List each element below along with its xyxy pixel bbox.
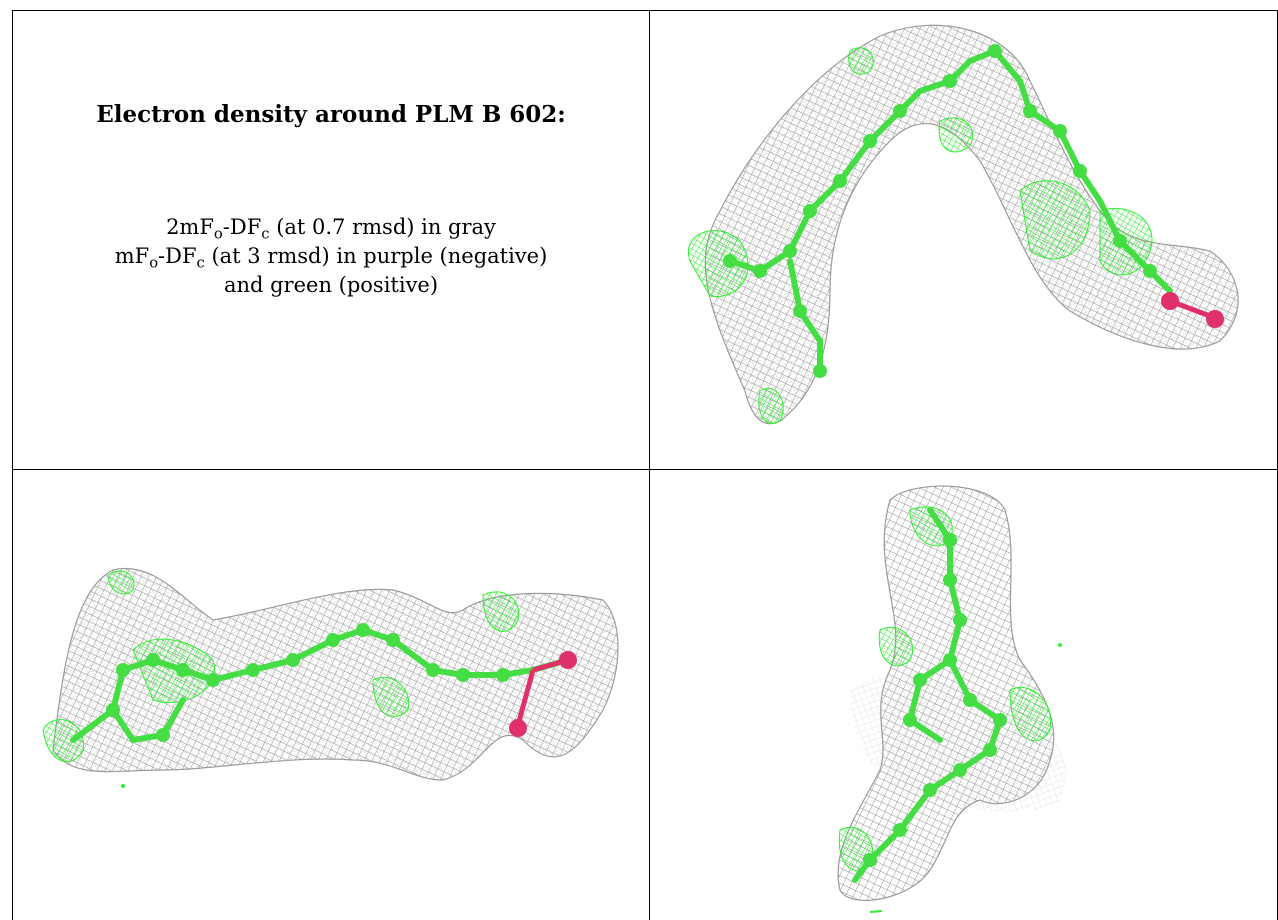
ligand-atoms (863, 533, 1007, 867)
caption-line-2mfo-dfc: 2mFo-DFc (at 0.7 rmsd) in gray (166, 215, 496, 243)
oxygen-atoms (1161, 292, 1224, 328)
gray-density-mesh (704, 24, 1239, 425)
stray-density-fragment (121, 784, 125, 788)
ligand-atoms (723, 44, 1157, 378)
density-view-bottom-left (13, 470, 649, 920)
caption-line-positive: and green (positive) (223, 273, 439, 297)
stray-density-fragment (1058, 643, 1062, 647)
ligand-sticks (70, 626, 571, 744)
table-border-center (649, 10, 650, 920)
table-border-left (12, 10, 13, 920)
figure-grid: Electron density around PLM B 602: 2mFo-… (12, 10, 1278, 920)
table-border-middle (12, 469, 1278, 470)
caption-line-mfo-dfc: mFo-DFc (at 3 rmsd) in purple (negative) (114, 244, 548, 272)
ligand-atoms (106, 623, 510, 742)
green-positive-mesh (687, 47, 1153, 424)
caption-cell: Electron density around PLM B 602: 2mFo-… (13, 11, 649, 469)
gray-density-mesh (52, 567, 619, 781)
table-border-top (12, 10, 1278, 11)
density-view-top-right (650, 11, 1277, 469)
green-positive-mesh (838, 506, 1052, 872)
oxygen-atoms (509, 651, 577, 737)
caption-description: 2mFo-DFc (at 0.7 rmsd) in gray mFo-DFc (… (13, 213, 649, 300)
density-view-bottom-right (650, 470, 1277, 920)
stray-density-fragment (869, 910, 883, 913)
caption-title: Electron density around PLM B 602: (96, 101, 566, 128)
